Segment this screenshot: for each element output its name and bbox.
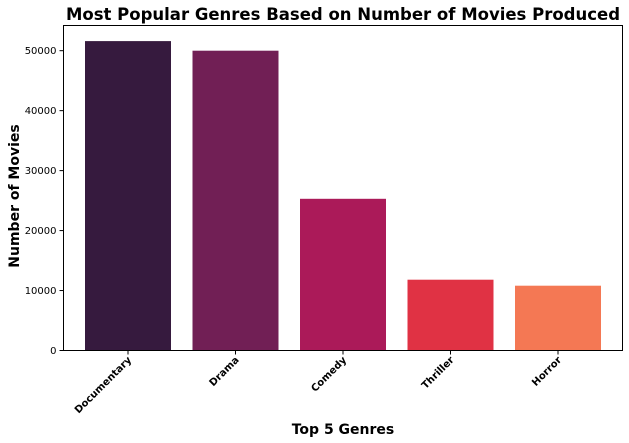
y-tick-label: 30000 — [25, 166, 57, 177]
y-tick-label: 40000 — [25, 106, 57, 117]
y-axis-label: Number of Movies — [7, 124, 23, 267]
x-axis-label: Top 5 Genres — [292, 422, 395, 438]
y-tick-label: 20000 — [25, 226, 57, 237]
bar-horror — [515, 285, 601, 351]
x-tick-label: Horror — [530, 355, 564, 389]
x-tick-label: Thriller — [420, 355, 457, 392]
bars-group — [85, 41, 601, 351]
y-axis: 0 10000 20000 30000 40000 50000 — [25, 46, 64, 357]
y-tick-label: 0 — [50, 346, 56, 357]
x-tick-label: Comedy — [309, 355, 349, 395]
bar-documentary — [85, 41, 171, 351]
x-tick-label: Drama — [208, 355, 242, 389]
y-tick-label: 50000 — [25, 46, 57, 57]
bar-thriller — [407, 279, 494, 351]
plot-frame — [63, 25, 623, 351]
chart-title: Most Popular Genres Based on Number of M… — [66, 5, 620, 24]
bar-drama — [192, 50, 279, 351]
x-tick-label: Documentary — [73, 355, 135, 417]
bar-comedy — [300, 198, 386, 351]
x-axis: Documentary Drama Comedy Thriller Horror — [73, 350, 564, 417]
y-tick-label: 10000 — [25, 286, 57, 297]
